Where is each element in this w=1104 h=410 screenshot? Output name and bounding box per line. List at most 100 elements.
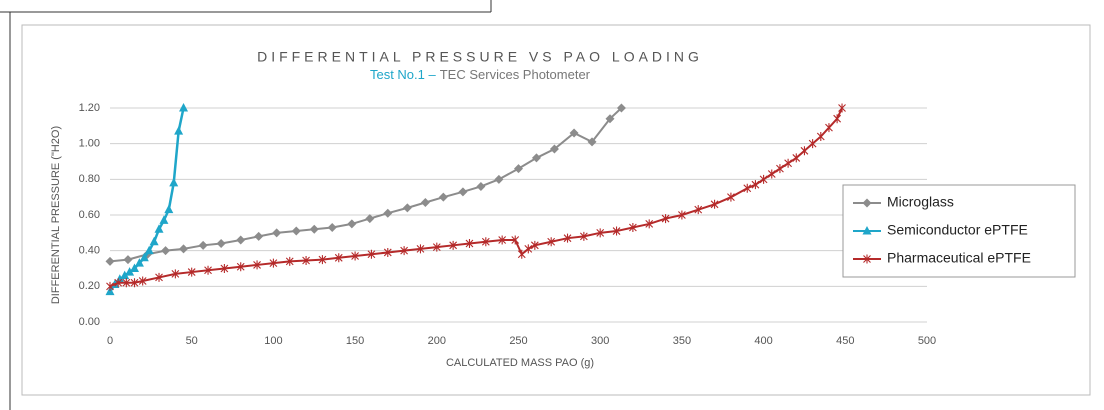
- data-point: [458, 187, 468, 197]
- x-tick-label: 0: [107, 335, 113, 347]
- x-tick-label: 350: [673, 335, 691, 347]
- data-point: [383, 208, 393, 218]
- data-point: [776, 164, 784, 174]
- data-point: [727, 192, 735, 202]
- data-point: [416, 244, 425, 254]
- data-point: [272, 228, 282, 238]
- data-point: [531, 153, 541, 163]
- data-point: [612, 226, 621, 236]
- data-point: [838, 103, 846, 113]
- x-tick-label: 500: [918, 335, 936, 347]
- data-point: [825, 123, 833, 133]
- y-tick-label: 0.40: [79, 245, 100, 257]
- data-point: [816, 132, 825, 142]
- data-point: [130, 278, 139, 288]
- data-point: [524, 244, 533, 254]
- data-point: [309, 224, 319, 234]
- data-point: [114, 278, 123, 288]
- y-tick-label: 1.00: [79, 138, 100, 150]
- x-tick-label: 450: [836, 335, 854, 347]
- data-point: [236, 235, 246, 245]
- data-point: [383, 247, 392, 257]
- y-tick-label: 0.80: [79, 173, 100, 185]
- x-tick-label: 400: [754, 335, 772, 347]
- chart-subtitle: Test No.1 – TEC Services Photometer: [370, 67, 591, 82]
- data-point: [164, 204, 174, 214]
- y-tick-label: 1.20: [79, 102, 100, 114]
- legend-label: Semiconductor ePTFE: [887, 222, 1028, 238]
- legend-marker: [862, 198, 872, 208]
- data-point: [494, 174, 504, 184]
- legend-box: [842, 184, 1076, 278]
- data-point: [476, 181, 486, 191]
- data-point: [514, 164, 523, 174]
- data-point: [402, 203, 412, 213]
- data-point: [253, 260, 261, 270]
- data-point: [605, 114, 615, 124]
- chart-title: DIFFERENTIAL PRESSURE VS PAO LOADING: [257, 49, 703, 65]
- data-point: [318, 255, 327, 265]
- y-tick-label: 0.60: [79, 209, 100, 221]
- data-point: [365, 214, 375, 224]
- x-tick-label: 250: [509, 335, 527, 347]
- subtitle-part: Test No.1 –: [370, 67, 437, 82]
- data-point: [808, 139, 817, 149]
- data-point: [563, 233, 572, 243]
- data-point: [149, 236, 159, 246]
- data-point: [465, 239, 474, 249]
- x-axis-label: CALCULATED MASS PAO (g): [446, 357, 594, 369]
- data-point: [792, 153, 801, 163]
- data-point: [159, 215, 169, 224]
- data-point: [694, 205, 703, 215]
- data-point: [351, 251, 359, 261]
- data-point: [139, 252, 149, 262]
- data-point: [105, 286, 115, 296]
- data-point: [438, 192, 448, 202]
- data-point: [204, 265, 212, 275]
- data-point: [220, 264, 229, 273]
- data-point: [645, 219, 654, 229]
- data-point: [179, 244, 189, 254]
- data-point: [138, 276, 147, 286]
- y-axis-label: DIFFERENTIAL PRESSURE ("H2O): [50, 126, 62, 304]
- data-point: [628, 222, 637, 232]
- data-point: [800, 146, 809, 156]
- data-point: [302, 255, 310, 265]
- data-point: [432, 242, 441, 252]
- data-point: [174, 126, 184, 135]
- data-point: [236, 262, 245, 272]
- y-tick-label: 0.20: [79, 280, 100, 292]
- data-point: [420, 198, 430, 208]
- y-tick-label: 0.00: [79, 316, 100, 328]
- data-point: [334, 253, 343, 263]
- data-point: [498, 235, 507, 245]
- data-point: [187, 267, 196, 277]
- data-point: [134, 258, 144, 267]
- data-point: [161, 246, 171, 256]
- x-tick-label: 200: [428, 335, 446, 347]
- data-point: [106, 281, 114, 291]
- data-point: [216, 239, 226, 249]
- data-point: [549, 144, 559, 154]
- data-point: [596, 228, 605, 238]
- data-point: [123, 255, 133, 265]
- data-point: [530, 240, 539, 250]
- data-point: [767, 169, 776, 179]
- legend-marker: [862, 226, 872, 235]
- data-point: [179, 103, 189, 112]
- data-point: [120, 270, 130, 280]
- data-point: [547, 237, 556, 247]
- data-point: [449, 240, 458, 250]
- data-point: [569, 128, 579, 138]
- data-point: [254, 231, 264, 241]
- data-point: [579, 231, 588, 241]
- data-point: [743, 183, 752, 193]
- x-tick-label: 100: [264, 335, 282, 347]
- data-point: [122, 278, 131, 288]
- data-point: [759, 174, 768, 184]
- data-point: [115, 274, 125, 283]
- data-point: [130, 263, 140, 272]
- data-point: [198, 240, 208, 250]
- data-point: [784, 158, 792, 168]
